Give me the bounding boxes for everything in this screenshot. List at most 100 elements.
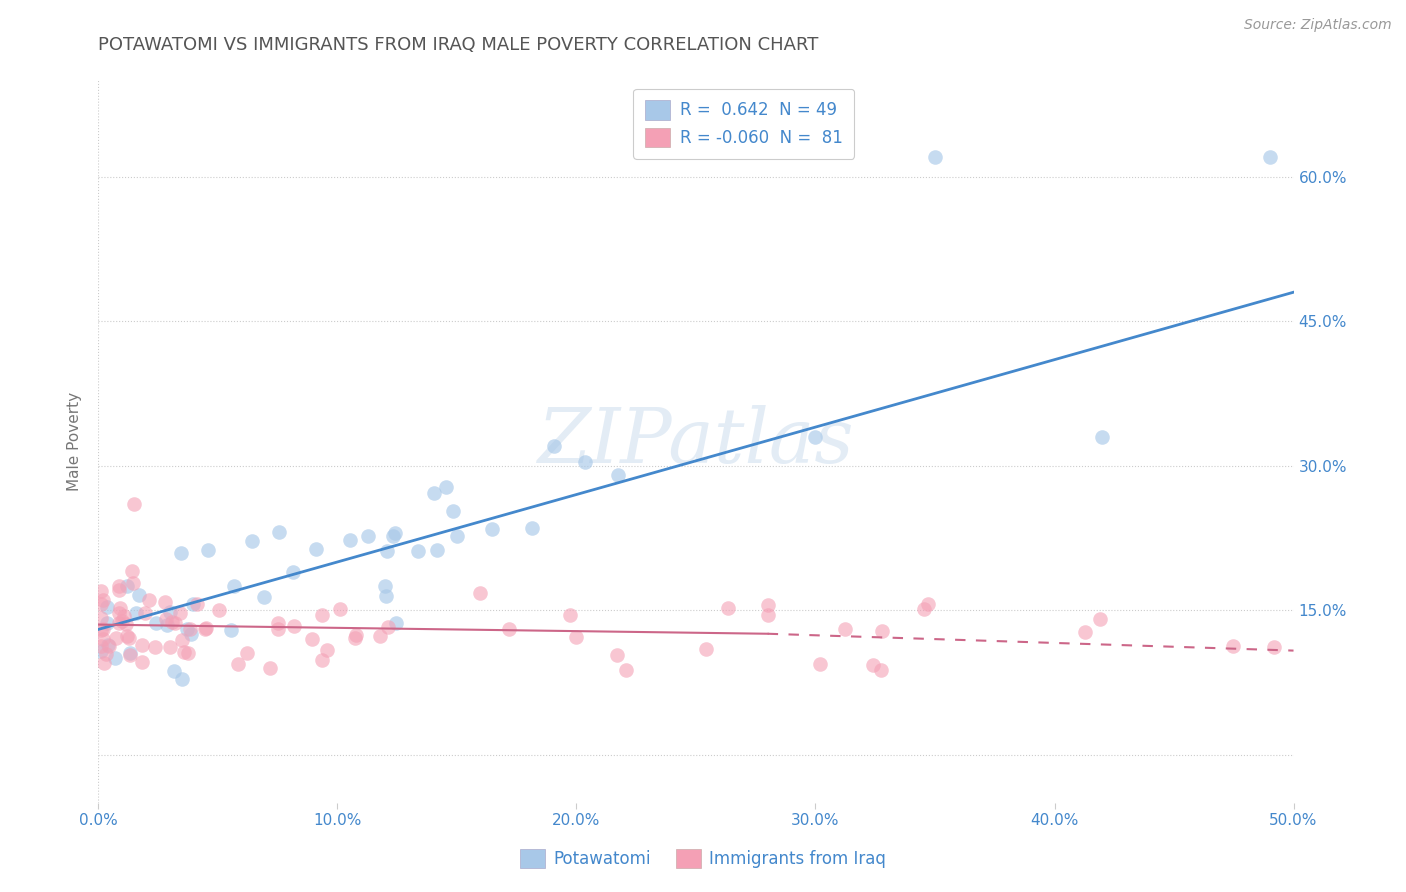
Point [1222, 639, 1244, 653]
Point [446, 529, 468, 543]
Point [121, 576, 143, 591]
Point [565, 630, 588, 644]
Point [170, 673, 193, 687]
Point [329, 602, 352, 616]
Point [121, 565, 143, 579]
Point [912, 602, 935, 616]
Point [468, 586, 491, 600]
Legend: R =  0.642  N = 49, R = -0.060  N =  81: R = 0.642 N = 49, R = -0.060 N = 81 [633, 88, 855, 159]
Point [917, 597, 939, 611]
Point [108, 578, 131, 592]
Point [179, 623, 201, 637]
Point [224, 579, 246, 593]
Point [194, 621, 217, 635]
Point [281, 566, 304, 580]
Point [756, 599, 779, 613]
Point [384, 525, 406, 540]
Point [118, 631, 141, 645]
Point [90, 611, 112, 625]
Point [305, 541, 328, 556]
Point [481, 522, 503, 536]
Point [756, 607, 779, 622]
Point [183, 597, 205, 611]
Point [160, 615, 183, 629]
Point [543, 439, 565, 453]
Point [155, 612, 177, 626]
Point [197, 543, 219, 558]
Point [163, 664, 186, 678]
Point [558, 607, 581, 622]
Point [93, 632, 115, 646]
Point [924, 150, 946, 164]
Point [574, 455, 596, 469]
Point [131, 655, 153, 669]
Legend: Potawatomi, Immigrants from Iraq: Potawatomi, Immigrants from Iraq [513, 842, 893, 875]
Point [176, 622, 198, 636]
Point [423, 486, 446, 500]
Point [315, 642, 337, 657]
Point [253, 591, 276, 605]
Point [259, 660, 281, 674]
Point [381, 529, 404, 543]
Point [269, 524, 291, 539]
Point [91, 622, 114, 636]
Point [226, 657, 249, 671]
Point [180, 626, 202, 640]
Point [108, 601, 131, 615]
Point [441, 504, 464, 518]
Point [118, 646, 141, 660]
Point [169, 606, 191, 620]
Point [862, 657, 884, 672]
Point [91, 593, 114, 607]
Point [128, 588, 150, 602]
Point [104, 651, 127, 665]
Point [145, 640, 167, 655]
Point [90, 623, 112, 637]
Point [1091, 430, 1114, 444]
Point [134, 606, 156, 620]
Point [124, 497, 146, 511]
Point [112, 608, 135, 623]
Point [607, 468, 630, 483]
Point [93, 657, 115, 671]
Point [834, 622, 856, 636]
Text: POTAWATOMI VS IMMIGRANTS FROM IRAQ MALE POVERTY CORRELATION CHART: POTAWATOMI VS IMMIGRANTS FROM IRAQ MALE … [98, 36, 818, 54]
Point [385, 616, 408, 631]
Point [301, 632, 323, 646]
Point [311, 653, 333, 667]
Y-axis label: Male Poverty: Male Poverty [67, 392, 83, 491]
Point [193, 622, 215, 636]
Point [408, 543, 430, 558]
Point [606, 648, 628, 662]
Point [522, 521, 544, 535]
Point [163, 615, 186, 630]
Point [186, 597, 208, 611]
Point [173, 645, 195, 659]
Point [98, 639, 121, 653]
Point [1074, 624, 1097, 639]
Point [115, 579, 138, 593]
Point [808, 657, 831, 671]
Point [870, 624, 893, 638]
Point [1088, 611, 1111, 625]
Point [96, 615, 118, 630]
Point [374, 590, 396, 604]
Point [94, 648, 117, 662]
Point [90, 597, 112, 611]
Point [145, 616, 167, 631]
Point [97, 638, 120, 652]
Point [115, 616, 138, 631]
Point [153, 595, 176, 609]
Point [311, 607, 333, 622]
Point [219, 624, 242, 638]
Point [96, 600, 118, 615]
Point [107, 606, 129, 620]
Point [138, 593, 160, 607]
Point [90, 584, 112, 599]
Point [131, 638, 153, 652]
Point [156, 617, 179, 632]
Point [125, 606, 148, 620]
Point [695, 642, 717, 657]
Point [120, 648, 142, 663]
Point [115, 629, 138, 643]
